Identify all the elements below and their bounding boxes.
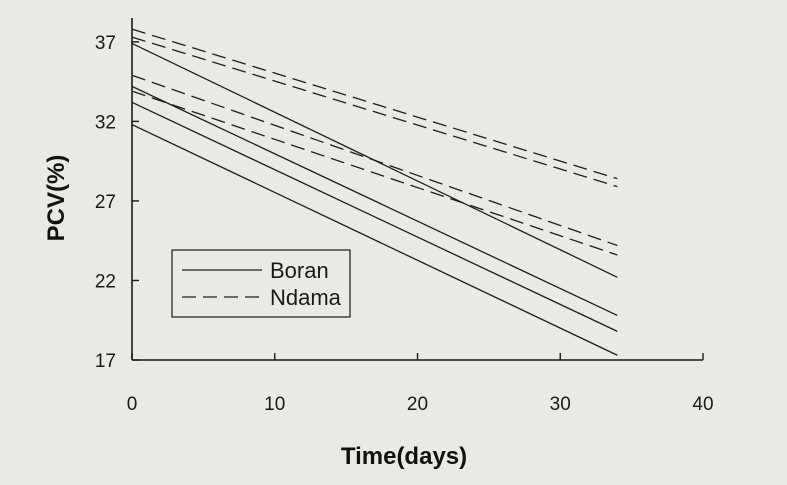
x-tick-label: 30	[550, 394, 571, 415]
y-tick-label: 37	[95, 33, 116, 54]
y-tick-label: 32	[95, 112, 116, 133]
axes: 17 22 27 32 37 0 10 20 30 40	[95, 18, 714, 415]
x-axis-title: Time(days)	[341, 443, 467, 470]
series-line-boran-3	[131, 101, 618, 332]
legend-label-ndama: Ndama	[270, 285, 342, 310]
plot-area	[131, 28, 618, 356]
y-tick-label: 27	[95, 192, 116, 213]
legend-box	[171, 249, 351, 318]
series-line-ndama-6	[131, 36, 618, 188]
y-tick-label: 22	[95, 271, 116, 292]
y-tick-label: 17	[95, 351, 116, 372]
x-tick-label: 20	[407, 394, 428, 415]
x-tick-label: 40	[692, 394, 713, 415]
series-line-boran-2	[131, 85, 618, 317]
y-axis-title: PCV(%)	[43, 155, 70, 242]
series-line-ndama-5	[131, 28, 618, 180]
series-line-ndama-7	[131, 74, 618, 247]
x-tick-label: 10	[264, 394, 285, 415]
legend-label-boran: Boran	[270, 258, 329, 283]
series-line-boran-4	[131, 123, 618, 356]
series-line-ndama-8	[131, 90, 618, 256]
x-tick-label: 0	[127, 394, 138, 415]
